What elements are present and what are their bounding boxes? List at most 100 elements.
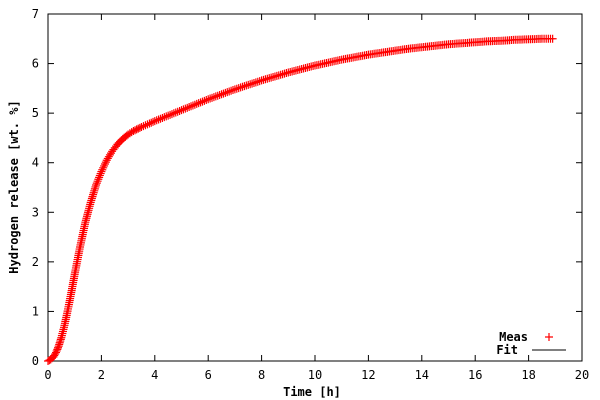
meas-data-point: [173, 107, 182, 116]
meas-data-point: [248, 79, 257, 88]
meas-data-point: [187, 102, 196, 111]
meas-data-point: [54, 343, 63, 352]
meas-data-point: [127, 128, 136, 137]
meas-data-point: [145, 119, 154, 128]
meas-data-point: [154, 115, 163, 124]
x-tick-label: 18: [521, 368, 535, 382]
meas-data-point: [97, 167, 106, 176]
meas-data-point: [548, 34, 557, 43]
meas-data-point: [213, 91, 222, 100]
y-tick-label: 3: [32, 205, 39, 219]
meas-data-point: [92, 181, 101, 190]
meas-data-point: [164, 111, 173, 120]
meas-data-point: [100, 161, 109, 170]
y-tick-label: 2: [32, 255, 39, 269]
meas-data-point: [149, 117, 158, 126]
legend-marker-meas: [545, 333, 553, 341]
meas-data-point: [206, 94, 215, 103]
meas-data-point: [194, 99, 203, 108]
x-tick-label: 6: [205, 368, 212, 382]
meas-data-point: [92, 179, 101, 188]
meas-data-point: [196, 98, 205, 107]
meas-data-point: [215, 91, 224, 100]
meas-data-point: [141, 121, 150, 130]
x-tick-label: 8: [258, 368, 265, 382]
meas-data-point: [242, 81, 251, 90]
meas-data-point: [156, 114, 165, 123]
meas-data-point: [169, 109, 178, 118]
meas-data-point: [188, 101, 197, 110]
meas-data-point: [183, 103, 192, 112]
meas-data-point: [95, 173, 104, 182]
meas-data-point: [240, 82, 249, 91]
meas-data-point: [204, 95, 213, 104]
meas-data-point: [152, 116, 161, 125]
meas-data-point: [137, 123, 146, 132]
meas-data-point: [221, 88, 230, 97]
meas-data-point: [190, 100, 199, 109]
meas-data-point: [100, 160, 109, 169]
meas-data-point: [175, 106, 184, 115]
meas-data-point: [232, 84, 241, 93]
meas-data-point: [179, 105, 188, 114]
x-tick-label: 0: [44, 368, 51, 382]
meas-data-point: [253, 77, 262, 86]
meas-data-point: [158, 113, 167, 122]
meas-data-point: [228, 86, 237, 95]
legend: Meas Fit: [496, 330, 566, 357]
meas-data-point: [198, 97, 207, 106]
y-tick-label: 7: [32, 7, 39, 21]
meas-data-point: [160, 113, 169, 122]
meas-data-point: [227, 86, 236, 95]
x-tick-label: 16: [468, 368, 482, 382]
y-tick-label: 1: [32, 304, 39, 318]
fit-series-line: [47, 38, 553, 362]
meas-data-point: [167, 110, 176, 119]
meas-data-point: [166, 110, 175, 119]
meas-data-point: [251, 78, 260, 87]
meas-data-point: [208, 93, 217, 102]
meas-data-point: [202, 96, 211, 105]
meas-data-point: [177, 106, 186, 115]
meas-data-point: [93, 177, 102, 186]
meas-data-point: [255, 77, 264, 86]
y-tick-label: 6: [32, 57, 39, 71]
meas-data-point: [99, 163, 108, 172]
x-tick-label: 4: [151, 368, 158, 382]
y-tick-label: 4: [32, 156, 39, 170]
y-tick-label: 0: [32, 354, 39, 368]
meas-data-point: [101, 158, 110, 167]
meas-data-point: [211, 92, 220, 101]
meas-data-point: [95, 171, 104, 180]
meas-data-point: [238, 82, 247, 91]
meas-data-point: [234, 84, 243, 93]
meas-data-point: [225, 87, 234, 96]
meas-data-point: [139, 122, 148, 131]
meas-data-point: [246, 80, 255, 89]
meas-data-point: [244, 80, 253, 89]
meas-data-point: [98, 165, 107, 174]
x-tick-label: 10: [308, 368, 322, 382]
meas-data-point: [181, 104, 190, 113]
data-layer: [44, 34, 557, 365]
legend-marker-plus: [545, 333, 553, 341]
meas-data-point: [200, 96, 209, 105]
y-axis-title: Hydrogen release [wt. %]: [7, 100, 21, 273]
meas-data-point: [236, 83, 245, 92]
y-tick-label: 5: [32, 106, 39, 120]
legend-label-meas: Meas: [499, 330, 528, 344]
x-axis-title: Time [h]: [283, 385, 341, 399]
meas-data-point: [209, 93, 218, 102]
meas-data-point: [162, 112, 171, 121]
meas-data-point: [150, 117, 159, 126]
meas-data-point: [94, 175, 103, 184]
x-tick-label: 12: [361, 368, 375, 382]
meas-data-point: [230, 85, 239, 94]
meas-data-point: [223, 88, 232, 97]
meas-data-point: [185, 103, 194, 112]
meas-data-point: [249, 78, 258, 87]
meas-data-point: [219, 89, 228, 98]
meas-data-point: [147, 118, 156, 127]
